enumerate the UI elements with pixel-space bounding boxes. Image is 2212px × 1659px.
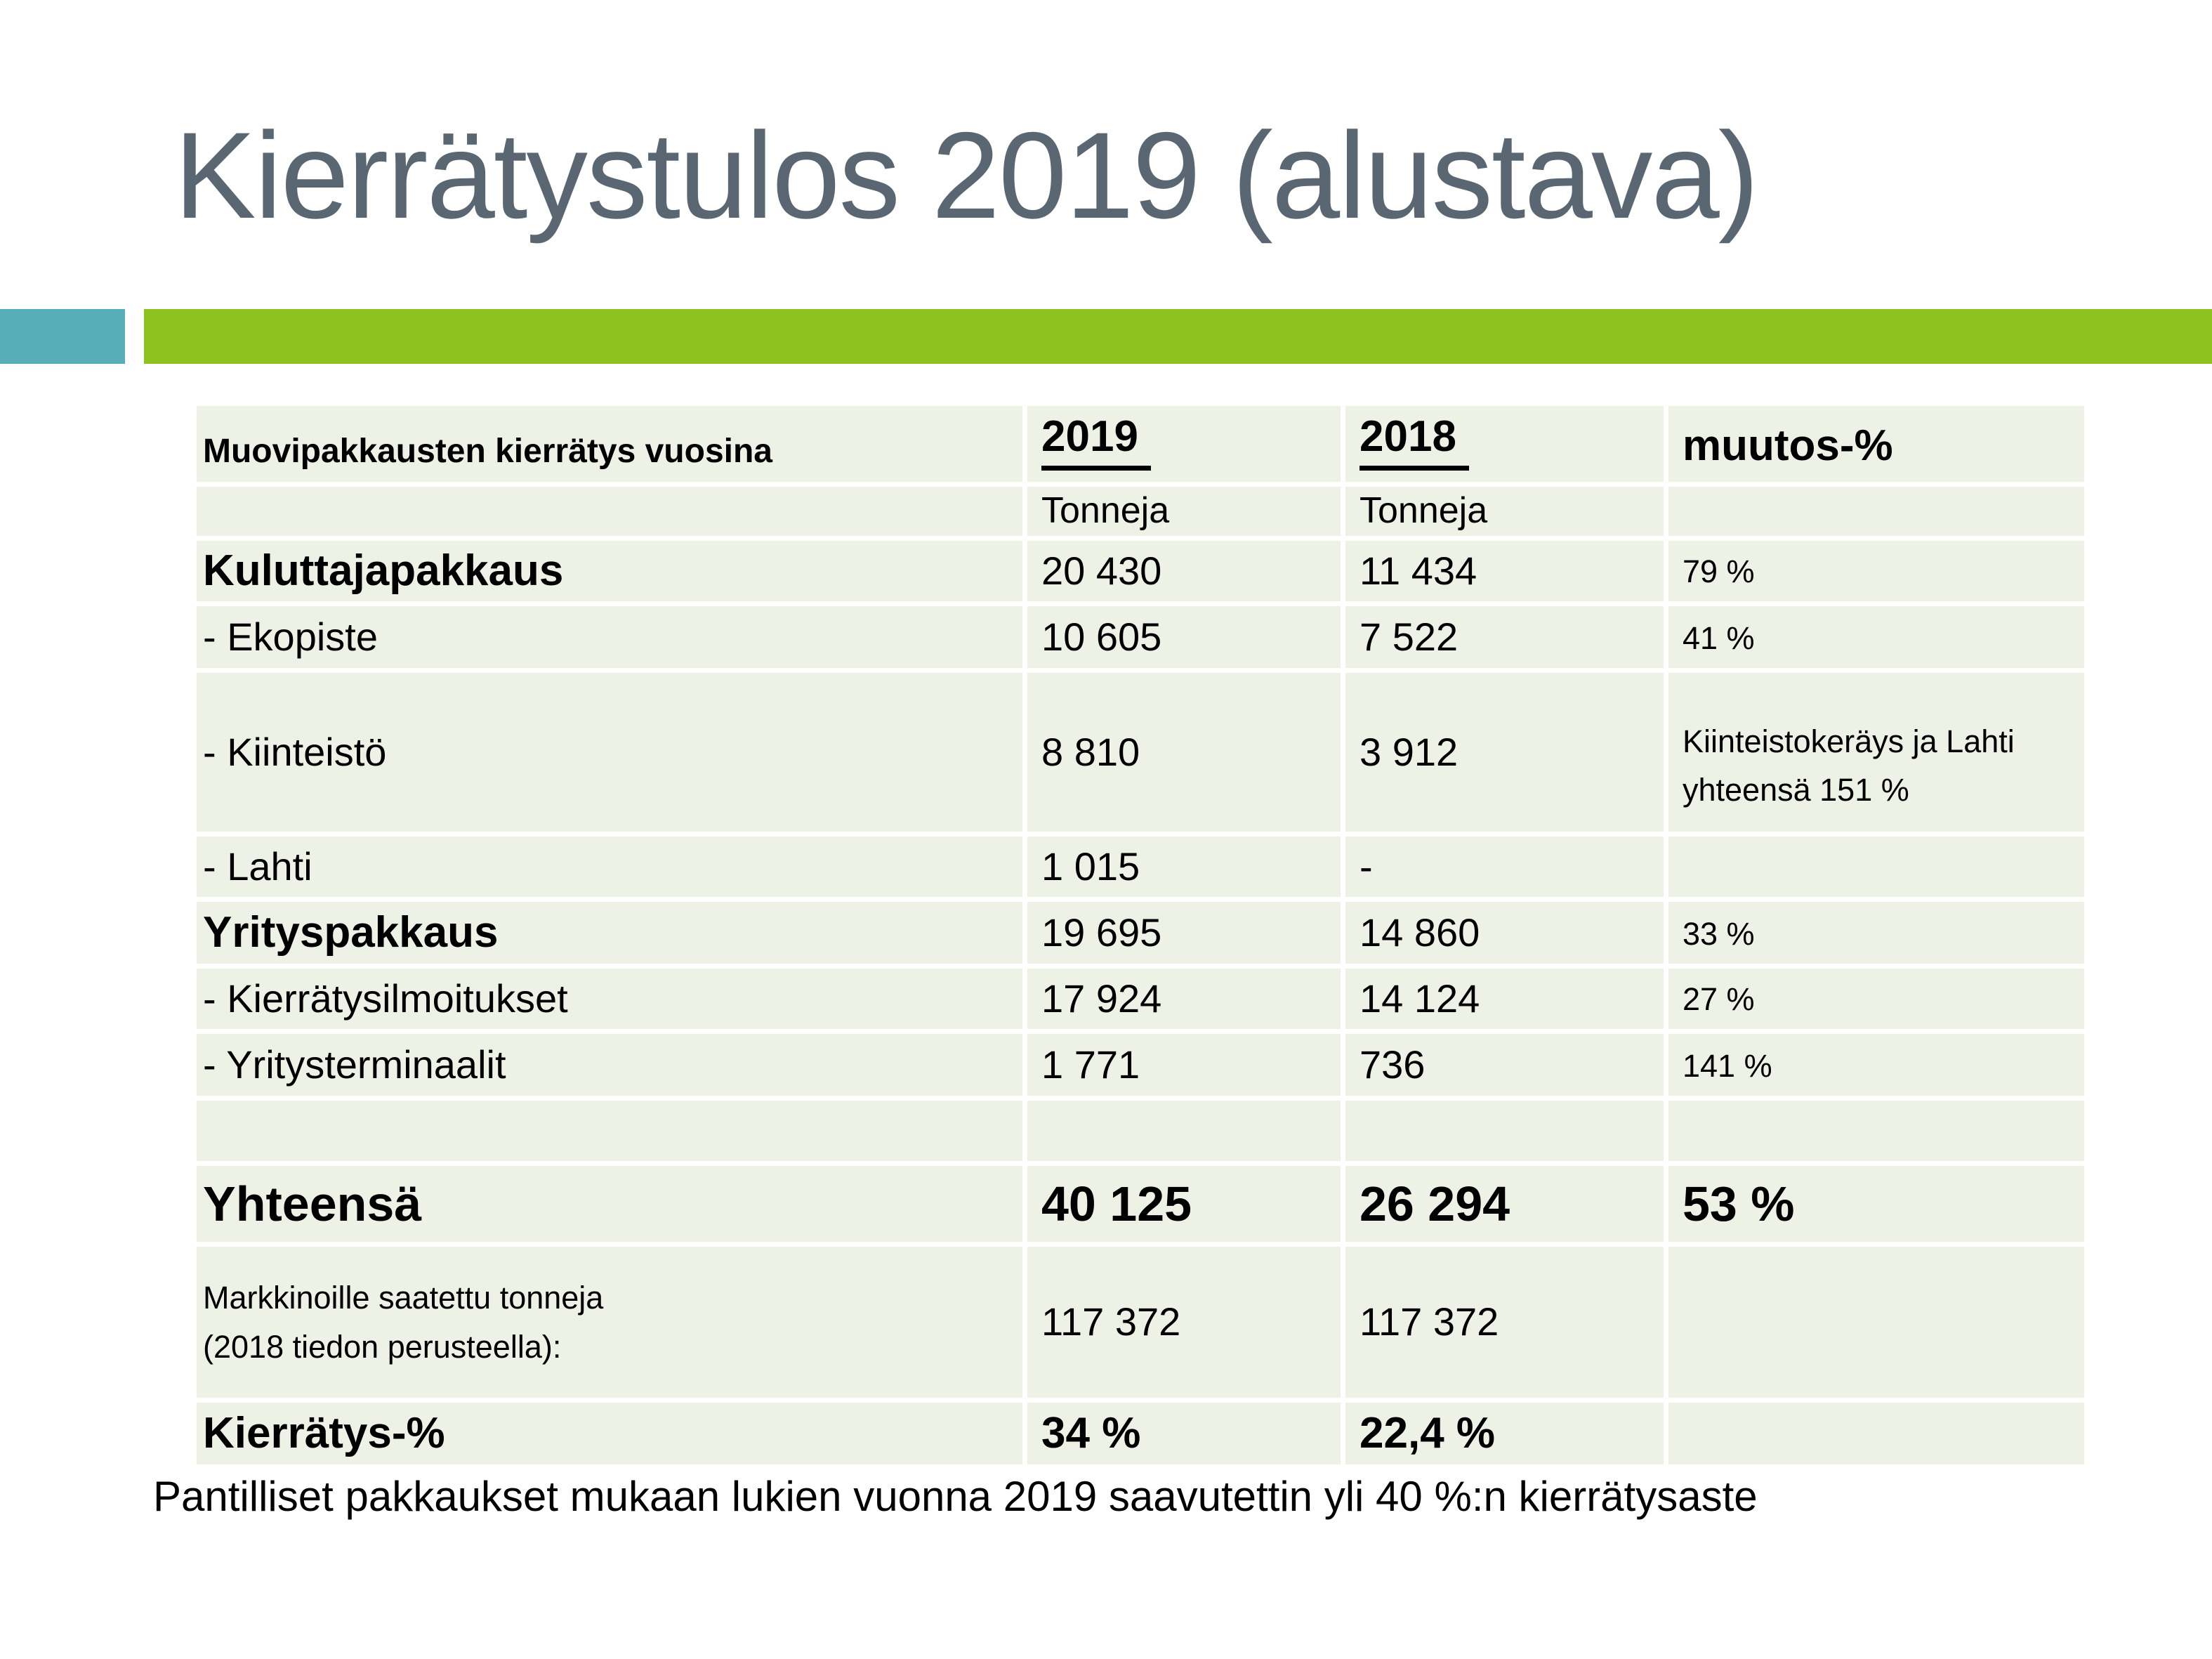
page-title: Kierrätystulos 2019 (alustava)	[174, 107, 1759, 244]
row-yrityspakkaus-2019: 19 695	[1027, 902, 1341, 964]
unit-tonneja-2019: Tonneja	[1027, 487, 1341, 536]
row-yritysterminaalit-label: - Yritysterminaalit	[197, 1034, 1022, 1096]
green-accent-bar	[144, 309, 2212, 364]
row-markkinoille-2018: 117 372	[1345, 1247, 1664, 1398]
footer-note: Pantilliset pakkaukset mukaan lukien vuo…	[153, 1473, 1758, 1520]
row-kierratys-pct-2018: 22,4 %	[1345, 1403, 1664, 1464]
row-yrityspakkaus-label: Yrityspakkaus	[197, 902, 1022, 964]
table-cell-empty	[197, 1101, 1022, 1161]
row-kierratysilmoitukset-label: - Kierrätysilmoitukset	[197, 969, 1022, 1029]
row-lahti-label: - Lahti	[197, 837, 1022, 897]
row-kierratys-pct-2019: 34 %	[1027, 1403, 1341, 1464]
table-cell-empty	[1027, 1101, 1341, 1161]
row-yrityspakkaus-muutos: 33 %	[1668, 902, 2084, 964]
teal-accent-square	[0, 309, 125, 364]
row-yhteensa-muutos: 53 %	[1668, 1166, 2084, 1242]
row-kuluttajapakkaus-label: Kuluttajapakkaus	[197, 541, 1022, 601]
row-kierratysilmoitukset-muutos: 27 %	[1668, 969, 2084, 1029]
row-lahti-2019: 1 015	[1027, 837, 1341, 897]
row-kiinteisto-label: - Kiinteistö	[197, 673, 1022, 832]
row-ekopiste-2018: 7 522	[1345, 606, 1664, 668]
row-kiinteisto-muutos-note: Kiinteistokeräys ja Lahti yhteensä 151 %	[1668, 673, 2084, 832]
row-kuluttajapakkaus-muutos: 79 %	[1668, 541, 2084, 601]
table-header-2018: 2018	[1345, 406, 1664, 482]
table-cell-empty	[1668, 1101, 2084, 1161]
row-yhteensa-2018: 26 294	[1345, 1166, 1664, 1242]
row-ekopiste-2019: 10 605	[1027, 606, 1341, 668]
table-cell-empty	[1668, 487, 2084, 536]
row-yhteensa-2019: 40 125	[1027, 1166, 1341, 1242]
row-yritysterminaalit-2019: 1 771	[1027, 1034, 1341, 1096]
row-kierratys-pct-label: Kierrätys-%	[197, 1403, 1022, 1464]
unit-tonneja-2018: Tonneja	[1345, 487, 1664, 536]
table-header-row-label: Muovipakkausten kierrätys vuosina	[197, 406, 1022, 482]
row-ekopiste-label: - Ekopiste	[197, 606, 1022, 668]
row-kuluttajapakkaus-2019: 20 430	[1027, 541, 1341, 601]
row-kierratysilmoitukset-2019: 17 924	[1027, 969, 1341, 1029]
recycling-results-table: Muovipakkausten kierrätys vuosina 2019 2…	[197, 406, 2084, 1464]
table-header-muutos: muutos-%	[1668, 406, 2084, 482]
row-yritysterminaalit-2018: 736	[1345, 1034, 1664, 1096]
row-kiinteisto-2019: 8 810	[1027, 673, 1341, 832]
table-cell-empty	[1668, 1403, 2084, 1464]
row-markkinoille-2019: 117 372	[1027, 1247, 1341, 1398]
row-yhteensa-label: Yhteensä	[197, 1166, 1022, 1242]
row-markkinoille-label: Markkinoille saatettu tonneja (2018 tied…	[197, 1247, 1022, 1398]
row-yrityspakkaus-2018: 14 860	[1345, 902, 1664, 964]
table-cell-empty	[1668, 1247, 2084, 1398]
year-2019-label: 2019	[1041, 415, 1151, 471]
row-kuluttajapakkaus-2018: 11 434	[1345, 541, 1664, 601]
table-cell-empty	[1345, 1101, 1664, 1161]
row-kiinteisto-2018: 3 912	[1345, 673, 1664, 832]
row-kierratysilmoitukset-2018: 14 124	[1345, 969, 1664, 1029]
row-lahti-2018: -	[1345, 837, 1664, 897]
row-lahti-muutos	[1668, 837, 2084, 897]
row-yritysterminaalit-muutos: 141 %	[1668, 1034, 2084, 1096]
year-2018-label: 2018	[1360, 415, 1469, 471]
row-ekopiste-muutos: 41 %	[1668, 606, 2084, 668]
table-cell-empty	[197, 487, 1022, 536]
table-header-2019: 2019	[1027, 406, 1341, 482]
